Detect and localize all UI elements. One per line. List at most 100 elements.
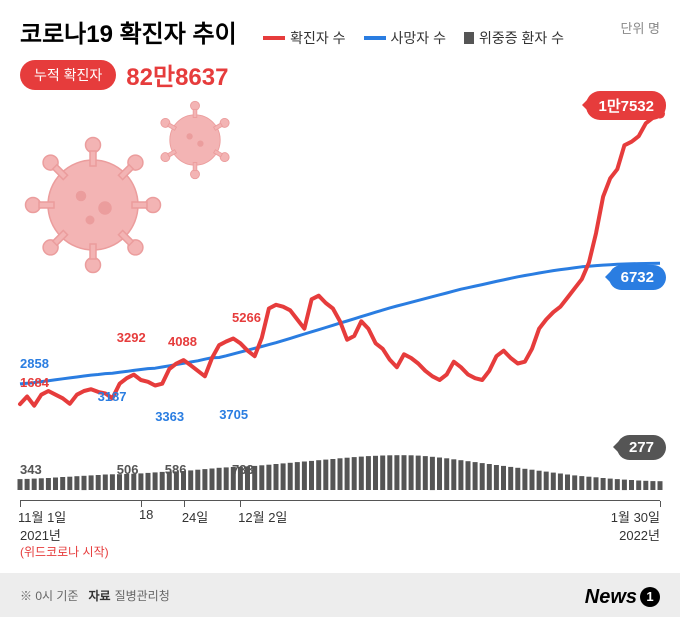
critical-bar — [487, 464, 492, 490]
legend-item-deaths: 사망자 수 — [364, 28, 446, 48]
critical-bar — [167, 472, 172, 490]
critical-bar — [444, 458, 449, 490]
critical-bar — [174, 471, 179, 490]
critical-bar — [572, 475, 577, 490]
brand-logo: News1 — [585, 586, 660, 609]
axis-tick-label: 24일 — [182, 507, 208, 526]
critical-bar — [352, 457, 357, 490]
footer-src-value: 질병관리청 — [115, 587, 170, 604]
chart-svg — [20, 95, 660, 490]
legend-swatch-deaths — [364, 36, 386, 40]
critical-bar — [338, 458, 343, 490]
axis-tick — [660, 501, 661, 507]
critical-bar — [501, 466, 506, 490]
critical-bar — [380, 456, 385, 491]
critical-bar — [60, 477, 65, 490]
critical-bar — [18, 479, 23, 490]
critical-bar — [558, 474, 563, 491]
critical-bar — [608, 479, 613, 490]
critical-bar — [544, 472, 549, 490]
critical-bar — [160, 472, 165, 490]
critical-bar — [131, 474, 136, 490]
critical-bar — [508, 467, 513, 490]
critical-bar — [67, 477, 72, 490]
header: 코로나19 확진자 추이 확진자 수 사망자 수 위중증 환자 수 단위 명 — [0, 0, 680, 57]
critical-bar — [266, 465, 271, 490]
x-axis: 2021년 (위드코로나 시작) 2022년 11월 1일 18 24일 12월 2일… — [20, 500, 660, 560]
axis-year-right: 2022년 — [619, 525, 660, 544]
critical-bar — [494, 465, 499, 490]
critical-bar — [82, 476, 87, 490]
critical-bar — [259, 465, 264, 490]
critical-bar — [323, 460, 328, 490]
legend: 확진자 수 사망자 수 위중증 환자 수 — [263, 28, 564, 48]
critical-bar — [551, 473, 556, 490]
critical-bar — [629, 480, 634, 490]
end-value-pill: 277 — [617, 435, 666, 460]
axis-year-left: 2021년 — [20, 525, 61, 544]
critical-bar — [615, 479, 620, 490]
critical-bar — [224, 467, 229, 490]
axis-tick-label: 11월 1일 — [18, 507, 66, 526]
legend-swatch-cases — [263, 36, 285, 40]
critical-bar — [210, 469, 215, 491]
critical-bar — [530, 470, 535, 490]
critical-bar — [217, 468, 222, 490]
critical-bar — [643, 481, 648, 490]
legend-label-deaths: 사망자 수 — [391, 28, 446, 48]
footer-src-label: 자료 — [88, 587, 110, 604]
critical-bar — [594, 477, 599, 490]
critical-bar — [238, 467, 243, 490]
chart-container: { "header": { "title": "코로나19 확진자 추이", "… — [0, 0, 680, 617]
critical-bar — [537, 471, 542, 490]
axis-tick-label: 12월 2일 — [238, 507, 287, 526]
critical-bar — [245, 466, 250, 490]
legend-label-critical: 위중증 환자 수 — [479, 28, 564, 48]
brand-text: News — [585, 586, 637, 608]
axis-tick-label: 1월 30일 — [611, 507, 660, 526]
critical-bar — [32, 479, 37, 490]
critical-bar — [345, 458, 350, 490]
critical-bar — [124, 474, 129, 490]
critical-bar — [480, 463, 485, 490]
critical-bar — [658, 481, 663, 490]
critical-bar — [473, 462, 478, 490]
unit-label: 단위 명 — [621, 18, 661, 37]
critical-bar — [437, 458, 442, 491]
critical-bar — [316, 460, 321, 490]
critical-bar — [430, 457, 435, 490]
critical-bar — [288, 463, 293, 490]
axis-note: (위드코로나 시작) — [20, 543, 109, 560]
critical-bar — [252, 466, 257, 490]
critical-bar — [103, 475, 108, 491]
critical-bar — [74, 476, 79, 490]
critical-bar — [110, 474, 115, 490]
critical-bar — [274, 464, 279, 490]
critical-bar — [25, 479, 30, 490]
critical-bar — [39, 478, 44, 490]
critical-bar — [601, 478, 606, 490]
critical-bar — [366, 456, 371, 490]
critical-bar — [138, 473, 143, 490]
critical-bar — [96, 475, 101, 490]
critical-bar — [650, 481, 655, 490]
critical-bar — [302, 462, 307, 491]
critical-bar — [579, 476, 584, 490]
critical-bar — [330, 459, 335, 490]
critical-bar — [117, 474, 122, 490]
critical-bar — [515, 468, 520, 490]
chart-title: 코로나19 확진자 추이 — [20, 14, 237, 49]
footer-prefix: ※ 0시 기준 — [20, 587, 78, 604]
cases-line — [20, 114, 660, 406]
critical-bar — [53, 478, 58, 491]
critical-bar — [146, 473, 151, 490]
axis-tick-label: 18 — [139, 507, 153, 522]
brand-badge: 1 — [640, 587, 660, 607]
legend-item-cases: 확진자 수 — [263, 28, 345, 48]
critical-bar — [281, 463, 286, 490]
critical-bar — [416, 456, 421, 490]
critical-bar — [466, 461, 471, 490]
critical-bar — [622, 480, 627, 491]
critical-bar — [153, 472, 158, 490]
critical-bar — [295, 462, 300, 490]
